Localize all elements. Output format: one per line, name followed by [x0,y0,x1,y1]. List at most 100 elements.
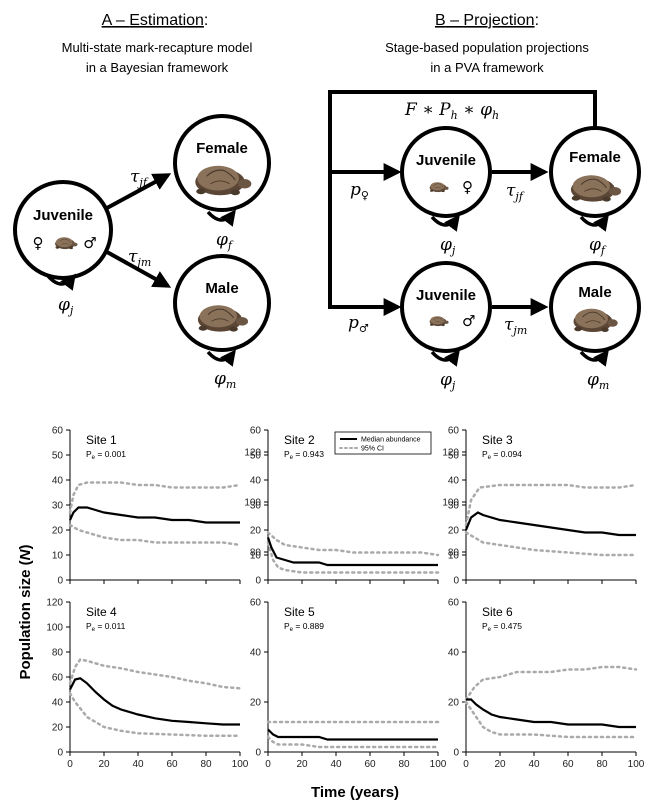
site-label: Site 2 [284,433,315,447]
y-tick-label: 60 [250,598,262,609]
y-tick-label: 120 [46,598,63,609]
a-male-node: Male [173,254,271,352]
ci-upper-line [266,531,440,557]
y-tick-label: 80 [52,648,64,659]
y-tick-label: 50 [250,451,262,462]
median-line [466,698,636,729]
y-tick-label: 20 [250,526,262,537]
y-tick-label: 120 [442,448,459,459]
x-tick-label: 80 [200,759,212,770]
a-phi-f-label: φf [216,230,234,252]
y-tick-label: 120 [244,448,261,459]
b-juvenile-female-label: Juvenile [416,152,476,169]
x-tick-label: 60 [562,759,574,770]
panel-b-subtitle-line1: Stage-based population projections [385,40,589,55]
ci-lower-line [464,700,638,739]
y-axis-label: Population size (N) [17,544,34,679]
b-juvenile-male-label: Juvenile [416,287,476,304]
y-tick-label: 40 [52,476,64,487]
a-juvenile-label: Juvenile [33,207,93,224]
legend-ci-label: 95% CI [361,446,384,453]
b-male-node: Male [549,261,641,353]
panel-b-subtitle-line2: in a PVA framework [430,60,544,75]
x-tick-label: 80 [398,759,410,770]
y-tick-label: 0 [453,748,459,759]
y-tick-label: 100 [244,498,261,509]
y-tick-label: 0 [255,576,261,587]
b-phi-f-label: φf [589,235,607,257]
a-arrow-juvenile-to-male [106,250,172,288]
site-label: Site 1 [86,433,117,447]
a-female-label: Female [196,140,248,157]
y-tick-label: 30 [448,501,460,512]
b-juvenile-male-node: Juvenile ♂ [400,261,492,353]
panel-2: 0 10 20 30 40 50 60 Site 2 Pe = 0.943 [250,426,440,587]
median-line [464,511,636,537]
site-label: Site 5 [284,605,315,619]
panel-a-subtitle-line2: in a Bayesian framework [86,60,229,75]
ci-upper-line [68,481,242,514]
panel-b-title-text: Projection [463,12,534,29]
x-tick-label: 0 [265,759,271,770]
panel-a-letter: A [102,12,113,29]
y-tick-label: 60 [250,426,262,437]
y-tick-label: 0 [453,576,459,587]
x-tick-label: 80 [596,759,608,770]
panel-3: 0 10 20 30 40 50 60 Site 3 Pe = 0.094 [448,426,638,587]
y-tick-label: 100 [46,623,63,634]
b-tau-jf-label: τjf [506,181,525,203]
pe-label: Pe = 0.011 [86,621,126,633]
y-tick-label: 60 [52,673,64,684]
a-arrow-juvenile-to-female [106,173,172,210]
x-tick-label: 100 [628,759,645,770]
x-tick-label: 0 [67,759,73,770]
panel-a-subtitle-line1: Multi-state mark-recapture model [62,40,253,55]
x-tick-label: 40 [132,759,144,770]
a-female-node: Female [173,114,271,212]
b-female-label: Female [569,149,621,166]
x-tick-label: 40 [330,759,342,770]
y-tick-label: 20 [448,526,460,537]
site-label: Site 6 [482,605,513,619]
median-line [266,537,438,567]
b-male-survival-loop [579,349,609,367]
y-tick-label: 40 [448,476,460,487]
b-fecundity-label: F ∗ Ph ∗ φh [404,100,499,122]
ci-lower-line [266,541,440,574]
diagram-area: A – Estimation: Multi-state mark-recaptu… [13,12,641,392]
b-female-survival-loop [579,214,609,232]
a-tau-jm-label: τjm [128,247,151,269]
median-line [68,506,240,524]
y-tick-label: 50 [52,451,64,462]
pe-label: Pe = 0.889 [284,621,324,633]
b-female-node: Female [549,126,641,218]
x-tick-label: 100 [430,759,447,770]
ci-lower-line [266,735,440,749]
y-tick-label: 40 [250,648,262,659]
a-phi-m-label: φm [214,369,236,391]
median-line [69,677,240,726]
y-tick-label: 40 [52,698,64,709]
b-juvenile-male-symbol: ♂ [462,312,475,330]
y-tick-label: 60 [448,426,460,437]
pe-label: Pe = 0.475 [482,621,522,633]
y-tick-label: 50 [448,451,460,462]
y-tick-label: 20 [52,526,64,537]
x-tick-label: 0 [463,759,469,770]
b-p-female-label: p♀ [350,180,369,202]
y-tick-label: 20 [52,723,64,734]
y-tick-label: 10 [448,551,460,562]
pe-label: Pe = 0.001 [86,449,126,461]
y-tick-label: 10 [250,551,262,562]
panel-b-title: B – Projection: [435,12,539,29]
ci-upper-line [464,665,638,701]
y-tick-label: 80 [448,548,460,559]
y-tick-label: 10 [52,551,64,562]
x-tick-label: 20 [296,759,308,770]
a-juvenile-node: Juvenile ♀ ♂ [13,180,113,280]
a-phi-j-label: φj [58,295,74,317]
y-tick-label: 60 [52,426,64,437]
a-male-label: Male [205,280,238,297]
y-tick-label: 40 [448,648,460,659]
x-tick-label: 60 [166,759,178,770]
